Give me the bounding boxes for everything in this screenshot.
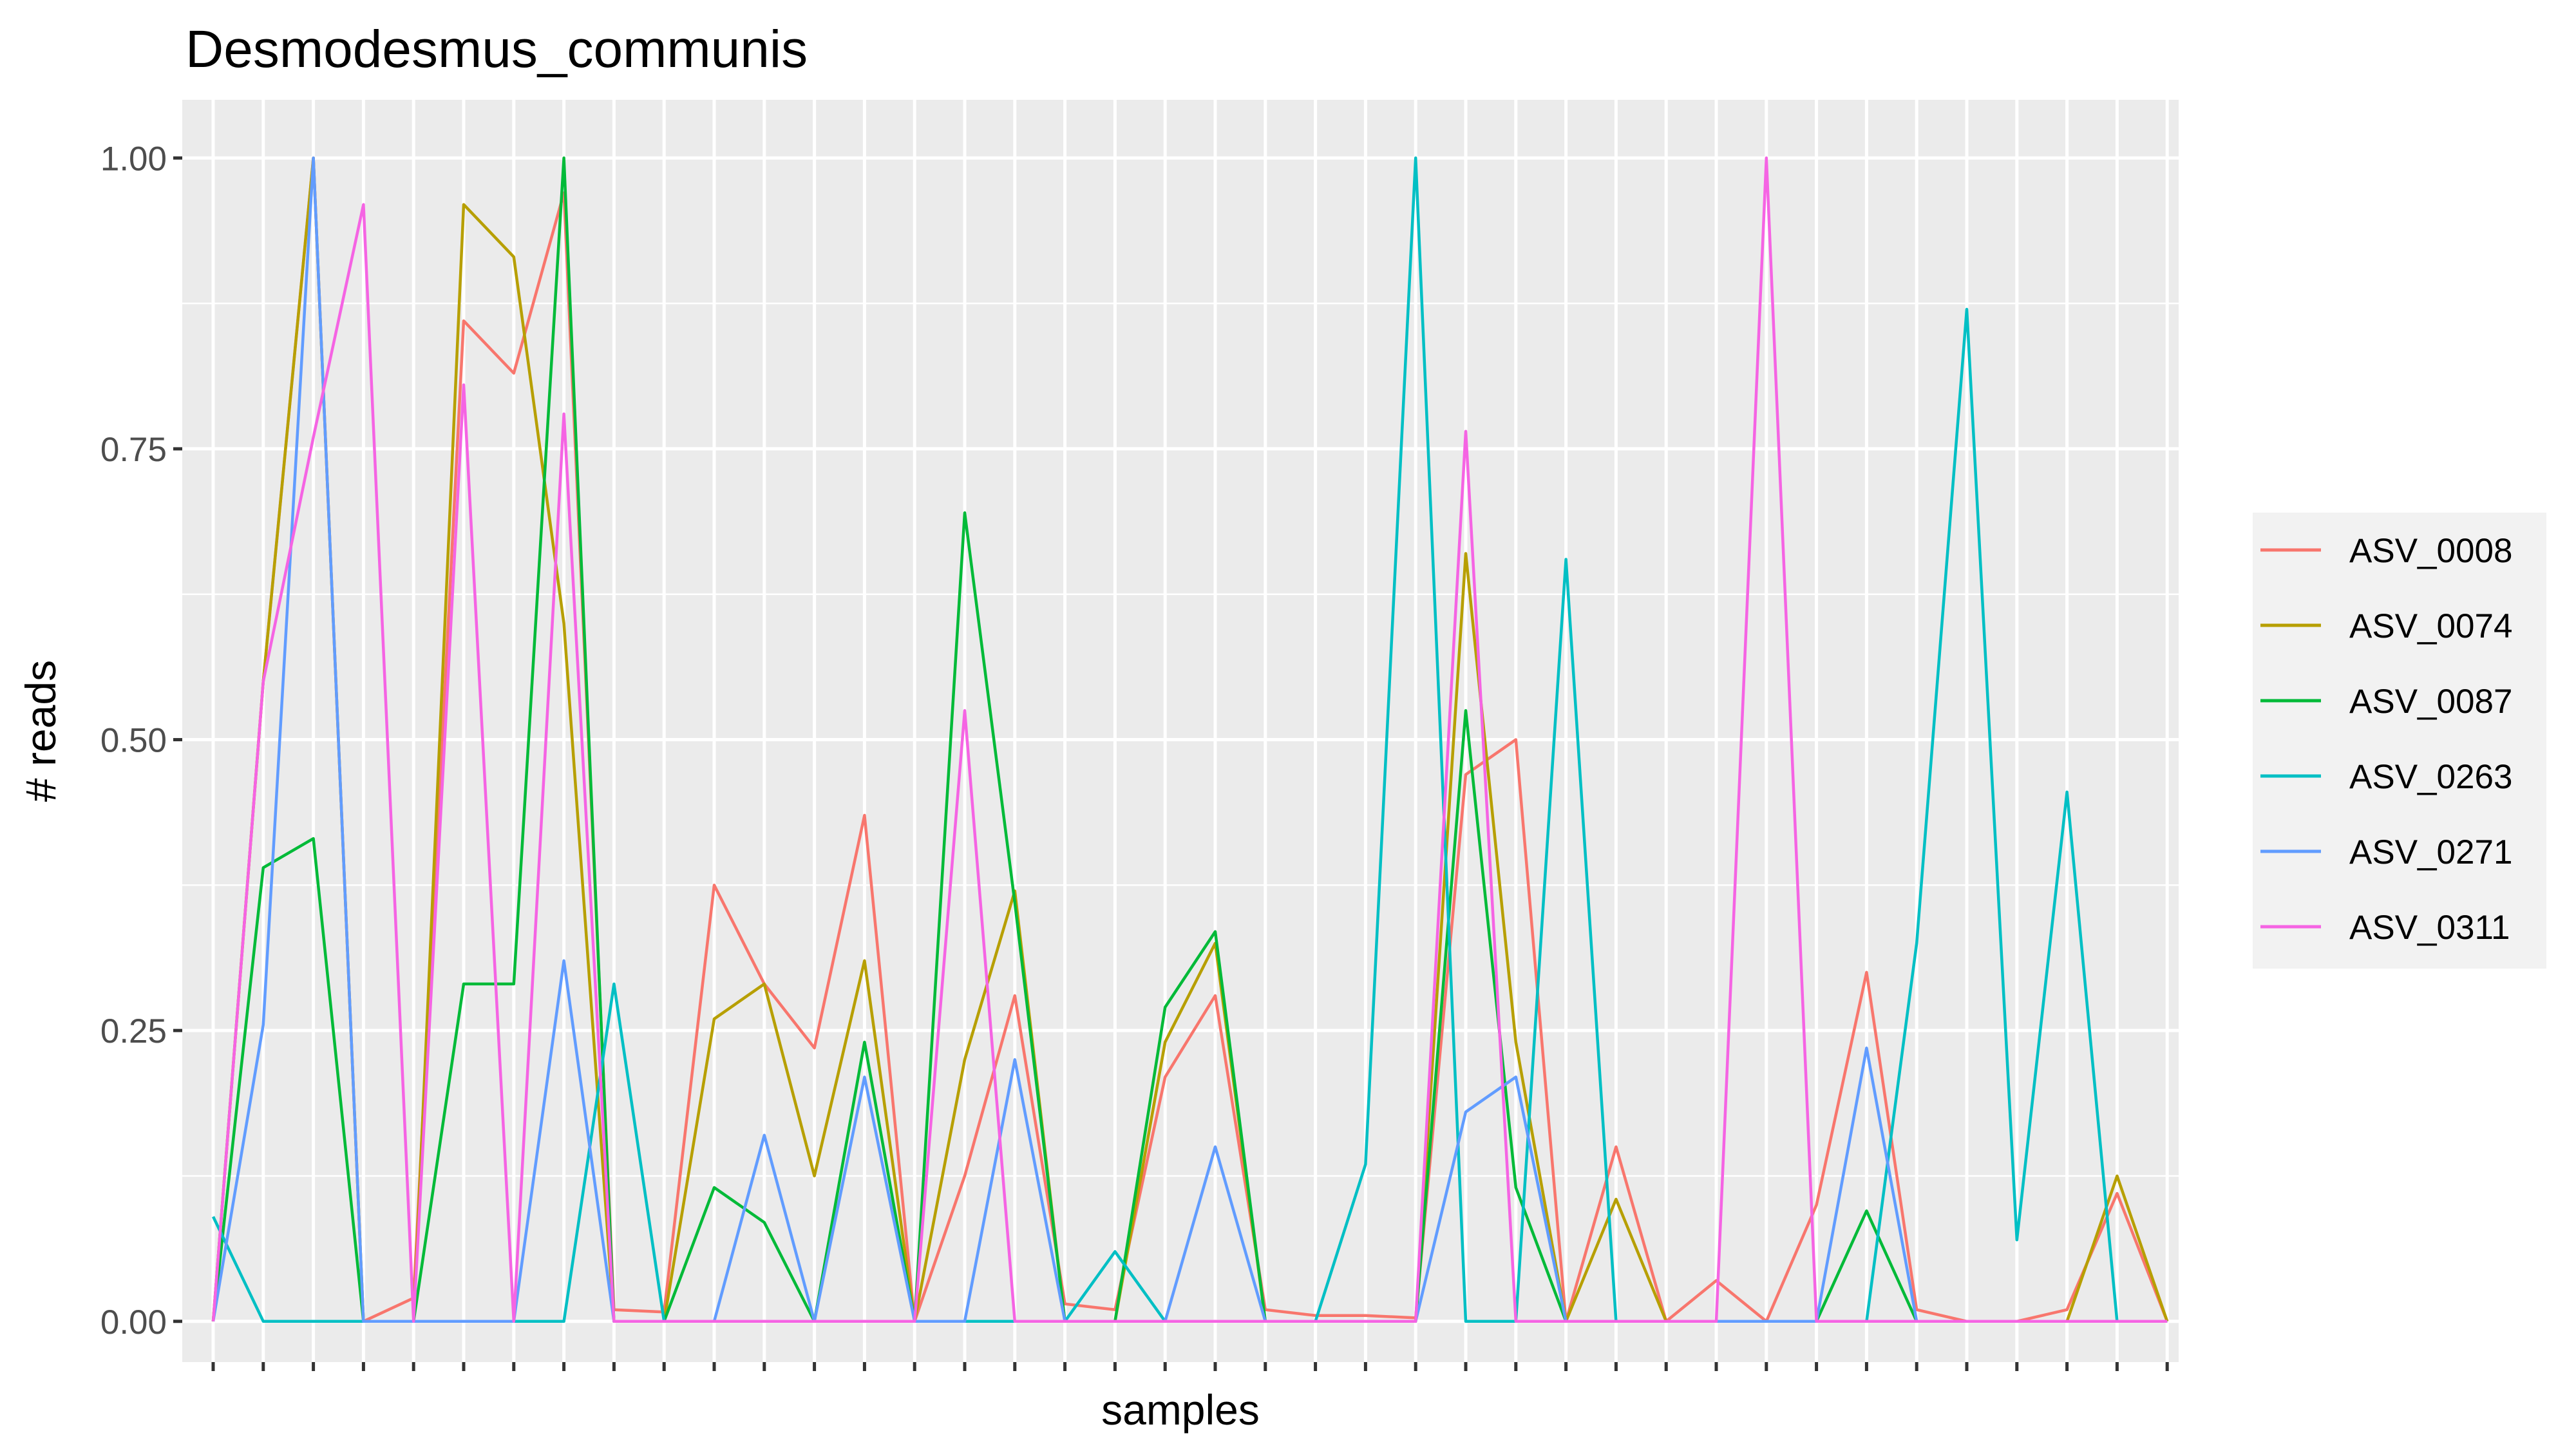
y-tick-label: 0.00 — [100, 1303, 167, 1341]
legend-label: ASV_0008 — [2349, 532, 2512, 570]
major-gridlines — [182, 100, 2179, 1362]
y-tick-label: 0.75 — [100, 431, 167, 469]
legend-label: ASV_0087 — [2349, 683, 2512, 721]
legend-label: ASV_0311 — [2349, 909, 2510, 947]
series-line-asv-0271 — [211, 156, 2168, 1323]
chart-title: Desmodesmus_communis — [185, 20, 808, 79]
y-tick-label: 0.25 — [100, 1012, 167, 1050]
series-line-asv-0311 — [211, 156, 2168, 1323]
series-line-asv-0008 — [211, 156, 2169, 1323]
y-axis: 0.00 0.25 0.50 0.75 1.00 — [100, 140, 182, 1341]
y-axis-title: # reads — [17, 660, 64, 802]
series-line-asv-0087 — [211, 156, 2168, 1323]
legend-background — [2253, 513, 2546, 969]
legend: ASV_0008 ASV_0074 ASV_0087 ASV_0263 ASV_0271… — [2253, 513, 2546, 969]
x-axis-title: samples — [1101, 1386, 1260, 1434]
series-lines — [211, 156, 2169, 1323]
legend-label: ASV_0271 — [2349, 833, 2512, 871]
y-tick-label: 0.50 — [100, 722, 167, 760]
legend-label: ASV_0074 — [2349, 607, 2512, 645]
y-tick-label: 1.00 — [100, 140, 167, 178]
x-axis — [211, 1362, 2169, 1371]
legend-label: ASV_0263 — [2349, 758, 2512, 796]
